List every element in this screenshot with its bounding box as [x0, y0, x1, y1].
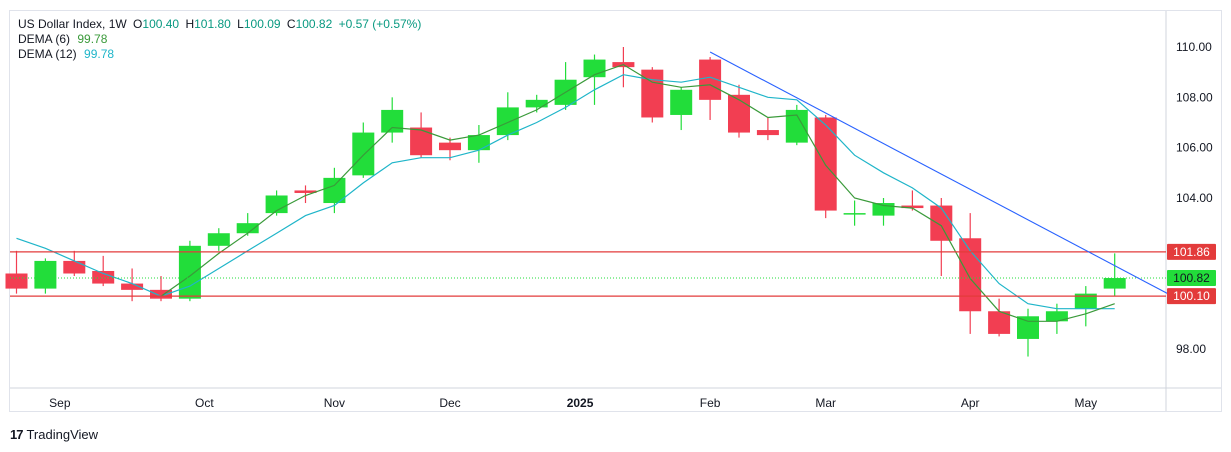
y-tick-label: 106.00 — [1176, 141, 1213, 155]
candle-body — [843, 213, 866, 215]
brand-name: TradingView — [26, 427, 99, 442]
candle-body — [1103, 278, 1126, 289]
dema12-line — [16, 74, 1115, 310]
chart-border — [9, 10, 1222, 412]
candle-body — [959, 238, 982, 312]
high-label: H — [185, 17, 195, 31]
candle-body — [901, 205, 924, 209]
y-tick-label: 98.00 — [1176, 342, 1206, 356]
open-value: 100.40 — [142, 17, 180, 31]
low-label: L — [237, 17, 244, 31]
dema6-value: 99.78 — [77, 32, 108, 46]
candle-body — [34, 260, 57, 289]
x-tick-label: Dec — [439, 396, 460, 410]
candle-body — [410, 127, 433, 156]
candle-body — [294, 190, 317, 193]
high-value: 101.80 — [194, 17, 231, 31]
candle-body — [207, 233, 230, 246]
trend-line — [709, 51, 1173, 297]
x-tick-label: Sep — [49, 396, 71, 410]
x-tick-label: Oct — [195, 396, 214, 410]
x-tick-label: Apr — [961, 396, 980, 410]
x-tick-label: Feb — [700, 396, 721, 410]
candle-body — [756, 130, 779, 136]
x-tick-label: Nov — [324, 396, 345, 410]
tradingview-brand[interactable]: 17 TradingView — [10, 427, 98, 442]
candle-body — [178, 245, 201, 299]
price-tag-label: 101.86 — [1173, 245, 1210, 259]
candle-body — [121, 283, 144, 290]
symbol-label[interactable]: US Dollar Index, 1W — [18, 17, 127, 31]
price-tag-label: 100.82 — [1173, 271, 1210, 285]
dema6-name: DEMA (6) — [18, 32, 71, 46]
candle-body — [1045, 311, 1068, 322]
candle-body — [930, 205, 953, 241]
candle-body — [439, 142, 461, 151]
candle-body — [352, 132, 375, 176]
candle-body — [728, 94, 750, 133]
candle-body — [381, 109, 404, 133]
dema6-row[interactable]: DEMA (6) 99.78 — [18, 32, 421, 47]
ohlc-row: US Dollar Index, 1W O100.40 H101.80 L100… — [18, 17, 421, 32]
candle-body — [1017, 316, 1039, 339]
candle-body — [92, 270, 115, 284]
tradingview-logo-icon: 17 — [10, 427, 24, 442]
candle-body — [525, 99, 548, 108]
candle-body — [5, 273, 28, 289]
change-value: +0.57 (+0.57%) — [338, 17, 422, 31]
y-tick-label: 110.00 — [1176, 40, 1212, 54]
candle-body — [1074, 293, 1097, 309]
candle-body — [785, 109, 808, 143]
candle-body — [814, 117, 837, 211]
dema12-row[interactable]: DEMA (12) 99.78 — [18, 47, 421, 62]
candle-body — [641, 69, 664, 118]
chart-legend: US Dollar Index, 1W O100.40 H101.80 L100… — [18, 17, 421, 62]
candle-body — [323, 177, 346, 204]
price-tag — [1167, 270, 1216, 287]
x-tick-label: 2025 — [567, 396, 594, 410]
dema12-value: 99.78 — [84, 47, 115, 61]
x-tick-label: Mar — [815, 396, 836, 410]
dema12-name: DEMA (12) — [18, 47, 77, 61]
candle-body — [699, 59, 722, 100]
candle-body — [670, 89, 693, 115]
open-label: O — [133, 17, 143, 31]
price-tag — [1167, 288, 1216, 305]
y-tick-label: 104.00 — [1176, 191, 1213, 205]
candle-body — [265, 195, 288, 214]
candle-body — [236, 223, 259, 234]
candle-body — [467, 135, 490, 151]
y-tick-label: 108.00 — [1176, 90, 1213, 104]
candle-body — [496, 107, 519, 136]
price-tag-label: 100.10 — [1173, 289, 1210, 303]
close-value: 100.82 — [295, 17, 333, 31]
candle-body — [988, 311, 1011, 334]
price-tag — [1167, 243, 1216, 260]
close-label: C — [286, 17, 296, 31]
x-tick-label: May — [1074, 396, 1097, 410]
candle-body — [150, 289, 172, 299]
candle-body — [63, 260, 86, 274]
low-value: 100.09 — [243, 17, 281, 31]
